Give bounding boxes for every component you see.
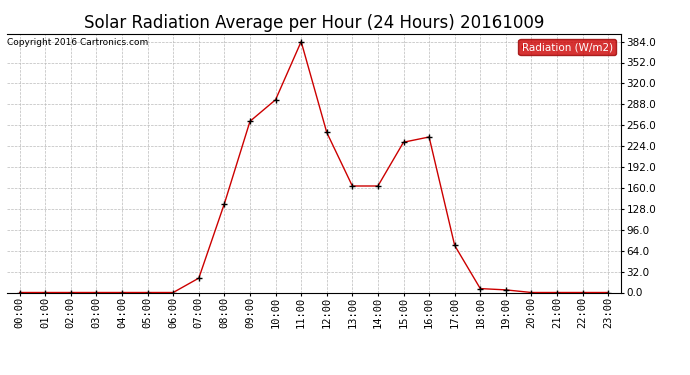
Text: Copyright 2016 Cartronics.com: Copyright 2016 Cartronics.com — [7, 38, 148, 47]
Title: Solar Radiation Average per Hour (24 Hours) 20161009: Solar Radiation Average per Hour (24 Hou… — [83, 14, 544, 32]
Legend: Radiation (W/m2): Radiation (W/m2) — [518, 39, 615, 55]
